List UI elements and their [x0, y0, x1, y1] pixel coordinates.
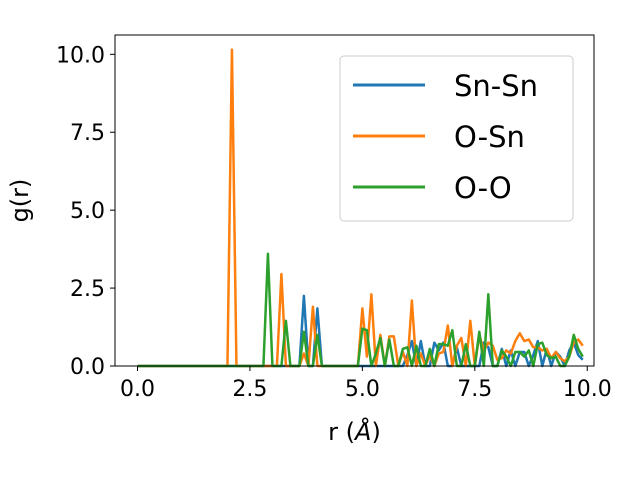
legend-entry-1: Sn-Sn: [454, 69, 538, 103]
legend-entry-2: O-Sn: [454, 120, 525, 154]
x-tick-label: 10.0: [563, 377, 612, 402]
x-axis-label-text: r (: [328, 418, 355, 446]
legend: Sn-Sn O-Sn O-O: [339, 55, 574, 222]
y-tick-label: 5.0: [70, 199, 105, 224]
legend-box: [339, 55, 574, 222]
y-axis-label: g(r): [6, 179, 34, 223]
legend-entry-3: O-O: [454, 171, 512, 205]
x-tick-label: 5.0: [345, 377, 380, 402]
x-axis-label-unit: Å: [353, 417, 371, 446]
y-axis-ticks: 0.0 2.5 5.0 7.5 10.0: [56, 43, 115, 380]
y-tick-label: 7.5: [70, 121, 105, 146]
x-axis-label: r (Å): [328, 417, 381, 446]
x-tick-label: 7.5: [457, 377, 492, 402]
x-axis-ticks: 0.0 2.5 5.0 7.5 10.0: [120, 366, 612, 402]
plot-frame: [114, 34, 595, 367]
series-line-3: [137, 252, 584, 368]
x-tick-label: 0.0: [120, 377, 155, 402]
y-tick-label: 2.5: [70, 277, 105, 302]
y-tick-label: 0.0: [70, 355, 105, 380]
x-tick-label: 2.5: [232, 377, 267, 402]
x-axis-label-close: ): [371, 418, 380, 446]
y-tick-label: 10.0: [56, 43, 105, 68]
